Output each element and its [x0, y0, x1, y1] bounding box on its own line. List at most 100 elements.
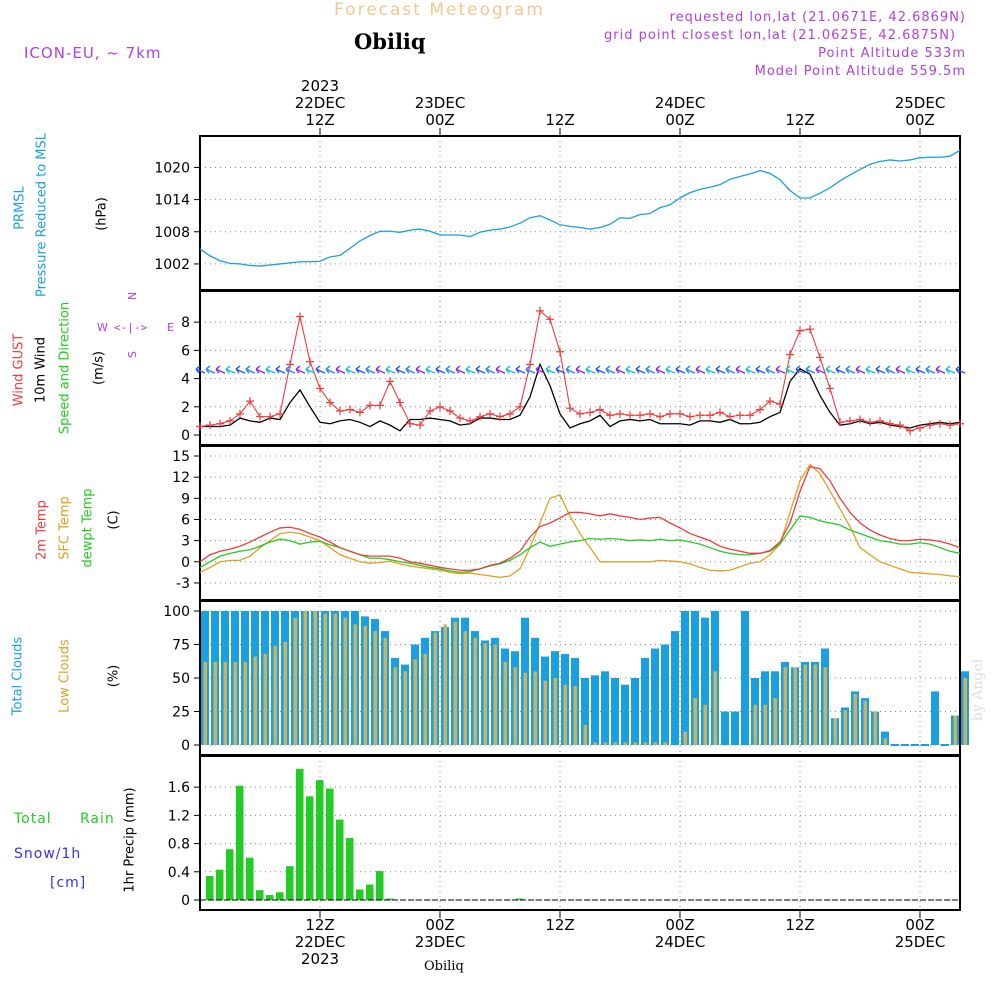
wind-direction-arrow	[375, 365, 386, 374]
gust-marker	[596, 405, 604, 414]
total-cloud-bar	[611, 678, 619, 745]
bottom-time-label: 22DEC	[295, 933, 346, 951]
gust-marker	[946, 421, 954, 430]
y-tick-label: 6	[181, 343, 190, 359]
gust-marker	[346, 405, 354, 414]
wind-direction-arrow	[485, 365, 496, 374]
gust-marker	[906, 426, 914, 435]
low-cloud-bar	[883, 738, 887, 745]
low-cloud-bar	[853, 694, 857, 745]
rain-bar	[376, 871, 384, 900]
gust-marker	[676, 409, 684, 418]
low-cloud-bar	[483, 643, 487, 745]
wind-direction-arrow	[505, 365, 516, 374]
low-cloud-bar	[333, 613, 337, 745]
y-tick-label: 0.8	[168, 837, 190, 853]
wind-direction-arrow	[575, 365, 586, 374]
y-tick-label: 8	[181, 315, 190, 331]
gust-marker	[666, 409, 674, 418]
compass-e: E	[167, 321, 174, 334]
low-cloud-bar	[603, 742, 607, 745]
low-cloud-bar	[803, 664, 807, 745]
wind-direction-arrow	[475, 365, 486, 374]
gust-marker	[566, 404, 574, 413]
wind-direction-arrow	[565, 365, 576, 374]
bottom-time-label: 00Z	[905, 916, 934, 934]
gust-marker	[506, 409, 514, 418]
top-time-label: 00Z	[665, 111, 694, 129]
rain-bar	[226, 849, 234, 900]
gust-marker	[246, 397, 254, 406]
low-cloud-bar	[293, 617, 297, 745]
wind-direction-arrow	[265, 365, 276, 374]
low-cloud-bar	[663, 742, 667, 745]
y-tick-label: 100	[163, 604, 190, 620]
rain-bar	[216, 869, 224, 900]
gust-marker	[716, 408, 724, 417]
gust-marker	[576, 409, 584, 418]
wind-direction-arrow	[325, 365, 336, 374]
compass-w: W	[97, 321, 108, 334]
bottom-time-label: 00Z	[665, 916, 694, 934]
bottom-time-label: 12Z	[305, 916, 334, 934]
total-cloud-bar	[681, 611, 689, 745]
wind-direction-arrow	[365, 365, 376, 374]
bottom-time-label: 12Z	[785, 916, 814, 934]
wind-direction-arrow	[785, 365, 796, 374]
gust-marker	[476, 412, 484, 421]
wind-direction-arrow	[865, 365, 876, 374]
low-cloud-bar	[453, 621, 457, 745]
rain-bar	[356, 889, 364, 900]
gust-marker	[686, 412, 694, 421]
wind-direction-arrow	[705, 365, 716, 374]
gust-marker	[536, 306, 544, 315]
gust-marker	[456, 414, 464, 423]
gust-marker	[876, 416, 884, 425]
low-cloud-bar	[253, 656, 257, 745]
low-cloud-bar	[953, 715, 957, 745]
wind-direction-arrow	[665, 365, 676, 374]
gust-marker	[696, 411, 704, 420]
rain-bar	[346, 837, 354, 900]
wind-direction-arrow	[645, 365, 656, 374]
rain-bar	[296, 768, 304, 900]
gust-marker	[586, 408, 594, 417]
low-cloud-bar	[633, 742, 637, 745]
low-cloud-bar	[203, 661, 207, 745]
wind-direction-arrow	[855, 365, 866, 374]
wind-direction-arrow	[845, 365, 856, 374]
bottom-time-label: 12Z	[545, 916, 574, 934]
low-cloud-bar	[383, 637, 387, 745]
gust-marker	[436, 402, 444, 411]
gust-marker	[756, 405, 764, 414]
bottom-time-label: 24DEC	[655, 933, 706, 951]
wind-direction-arrow	[385, 365, 396, 374]
gust-marker	[926, 421, 934, 430]
wind-direction-arrow	[825, 365, 836, 374]
wind-direction-arrow	[245, 365, 256, 374]
wind-direction-arrow	[225, 365, 236, 374]
total-cloud-bar	[691, 611, 699, 745]
wind-direction-arrow	[735, 365, 746, 374]
low-cloud-bar	[403, 671, 407, 745]
gust-marker	[856, 415, 864, 424]
total-cloud-bar	[731, 711, 739, 745]
low-cloud-bar	[573, 686, 577, 745]
low-cloud-bar	[523, 672, 527, 745]
low-cloud-bar	[763, 704, 767, 745]
gust-marker	[296, 312, 304, 321]
top-time-label: 25DEC	[895, 94, 946, 112]
gust-marker	[206, 421, 214, 430]
gust-marker	[866, 418, 874, 427]
low-cloud-bar	[223, 661, 227, 745]
gust-marker	[306, 357, 314, 366]
model-label: ICON-EU, ~ 7km	[24, 44, 162, 62]
low-cloud-bar	[273, 645, 277, 745]
wind-direction-arrow	[295, 365, 306, 374]
compass-s: S	[126, 351, 139, 358]
rain-bar	[336, 819, 344, 900]
low-cloud-bar	[393, 667, 397, 745]
low-cloud-bar	[613, 742, 617, 745]
total-cloud-bar	[581, 678, 589, 745]
